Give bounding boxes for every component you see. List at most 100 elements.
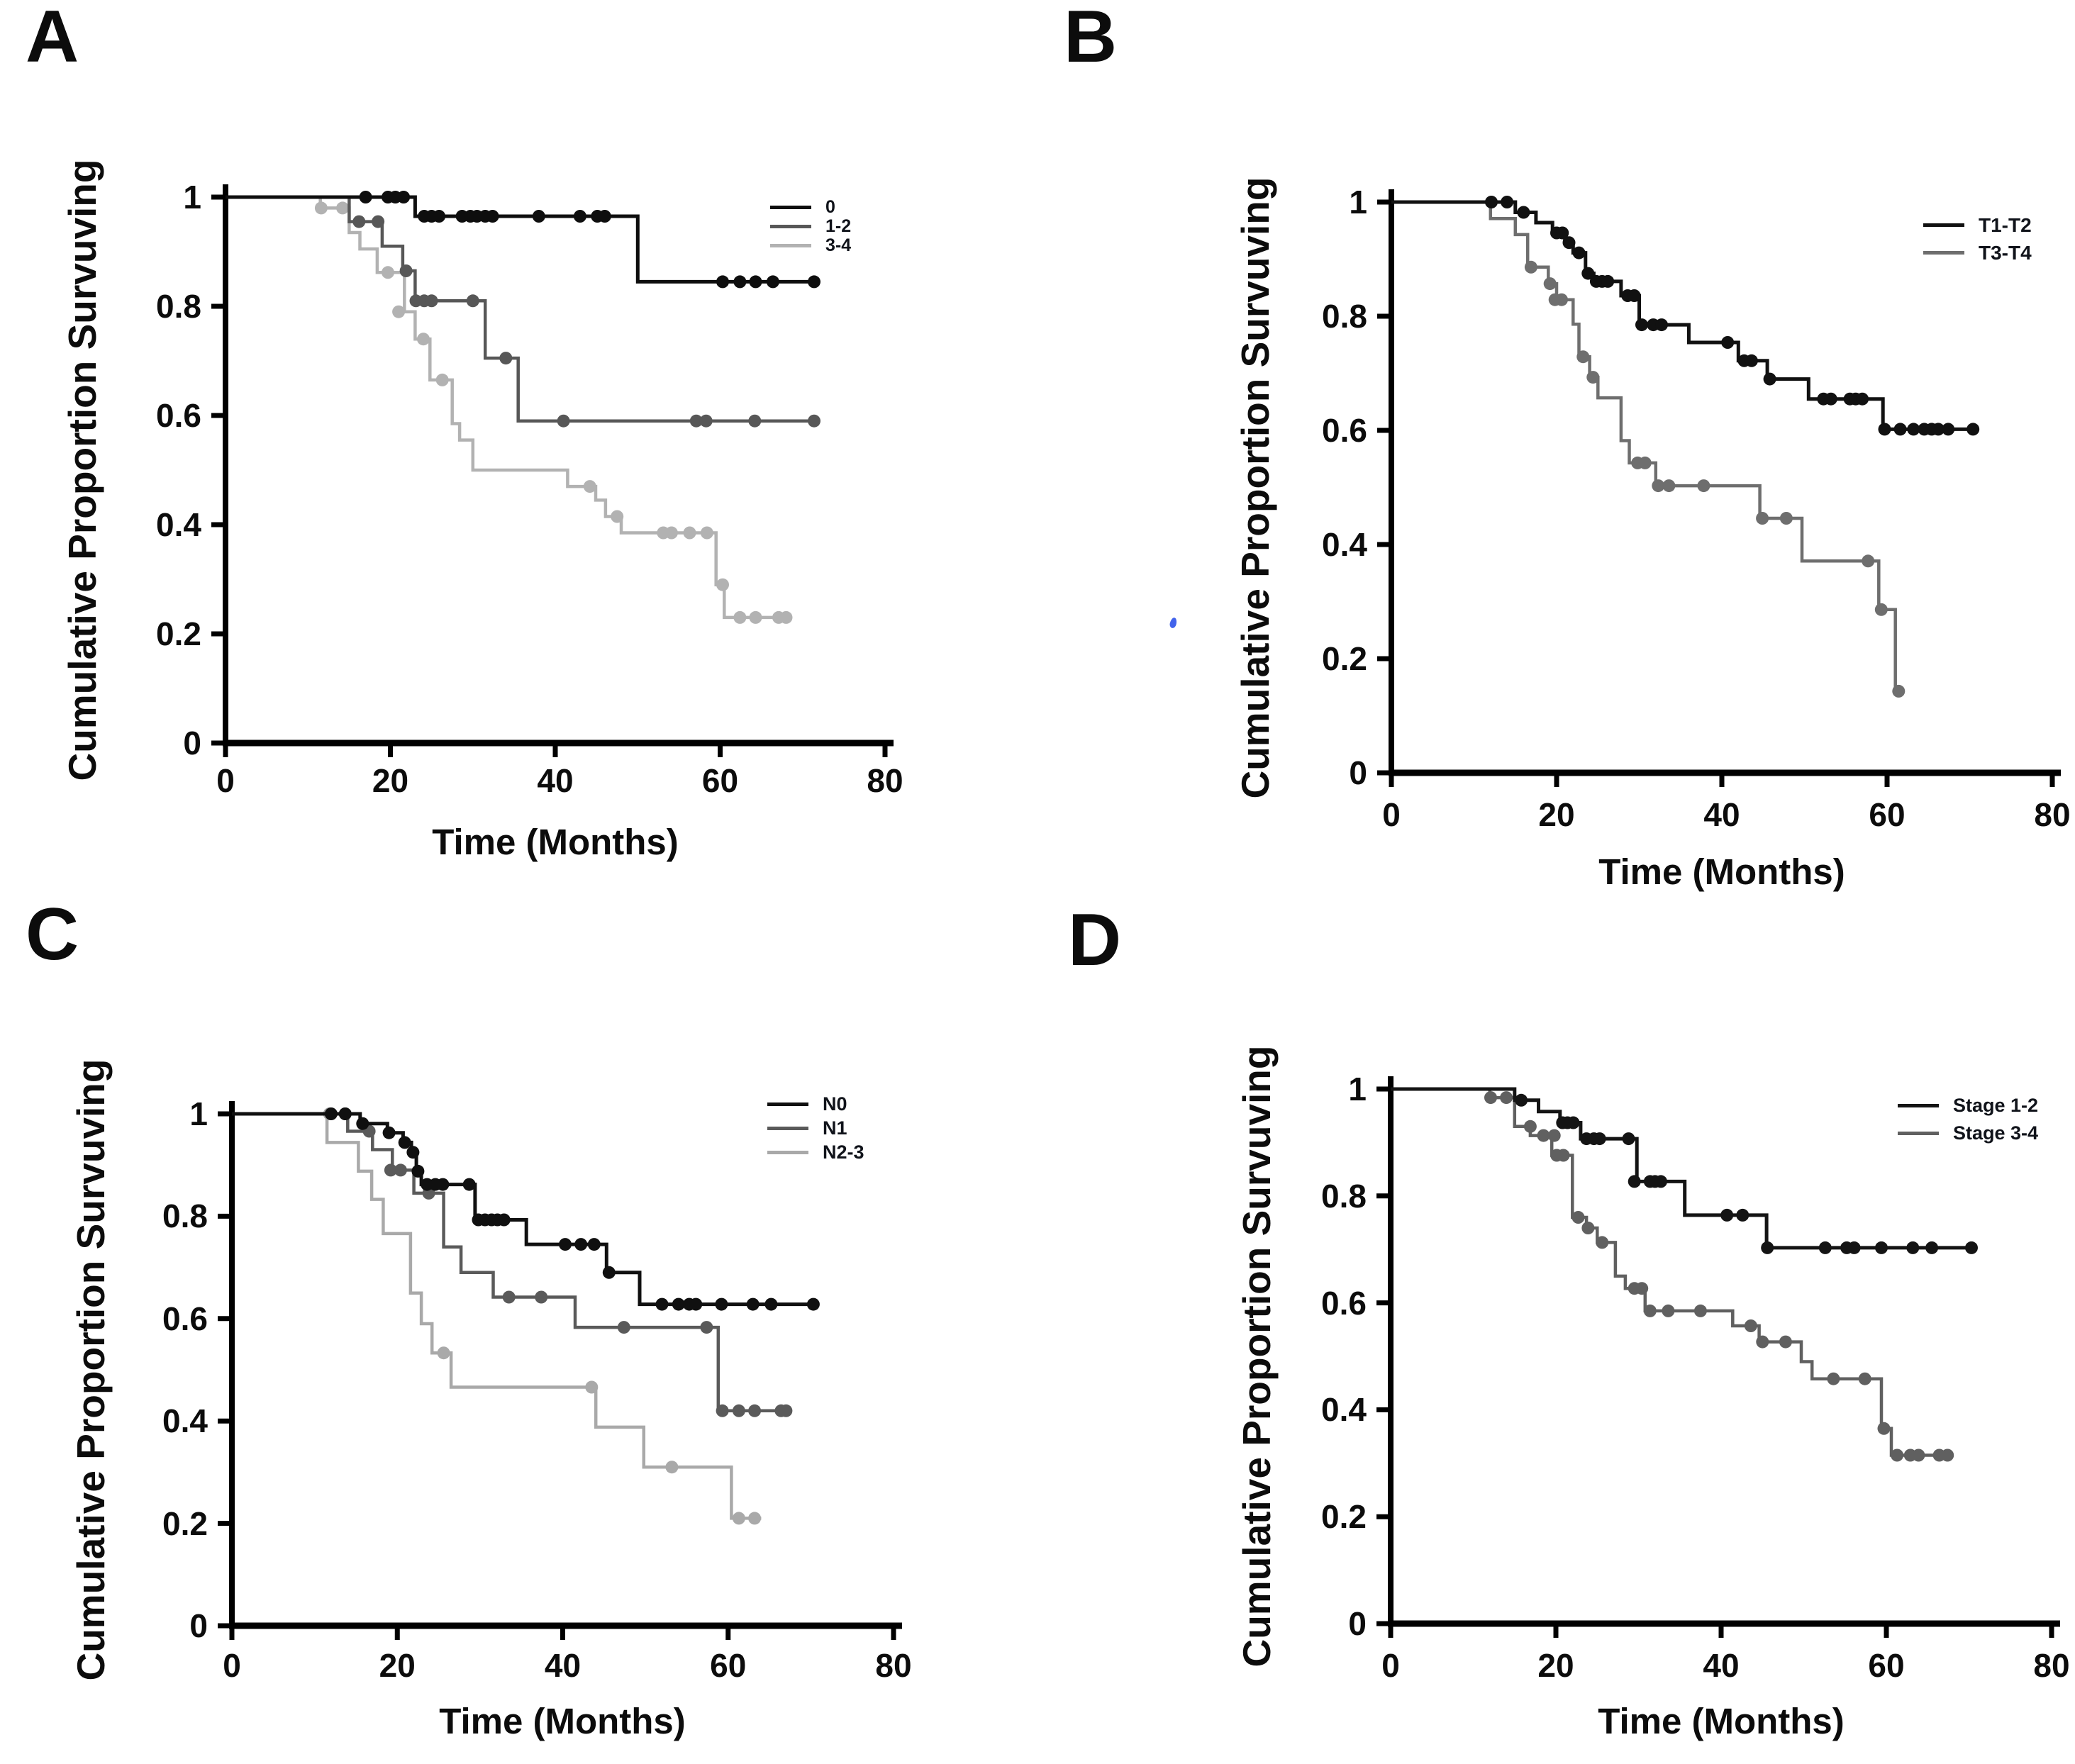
censor-mark — [1643, 1304, 1657, 1317]
censor-mark — [1484, 1091, 1497, 1105]
censor-mark — [466, 294, 479, 308]
legend-label: N0 — [823, 1093, 847, 1115]
censor-mark — [382, 1126, 396, 1139]
censor-mark — [1576, 350, 1590, 364]
censor-mark — [1652, 479, 1665, 493]
panel-letter-c: C — [26, 893, 79, 976]
censor-mark — [748, 1512, 762, 1525]
censor-mark — [356, 1117, 369, 1130]
censor-mark — [716, 275, 729, 289]
censor-mark — [1662, 1304, 1675, 1317]
censor-mark — [384, 1163, 397, 1177]
censor-mark — [559, 1238, 572, 1251]
censor-mark — [733, 275, 747, 289]
censor-mark — [1925, 1241, 1939, 1254]
censor-mark — [1697, 479, 1710, 493]
legend-label: T3-T4 — [1979, 241, 2032, 264]
censor-mark — [1562, 236, 1576, 250]
censor-mark — [1572, 246, 1586, 259]
censor-mark — [352, 215, 366, 228]
censor-mark — [808, 275, 820, 289]
censor-mark — [1779, 1335, 1792, 1349]
x-tick-label: 0 — [1382, 796, 1401, 833]
x-tick-label: 80 — [2034, 796, 2071, 833]
censor-mark — [462, 1178, 476, 1191]
survival-curve-N2-3 — [232, 1112, 762, 1520]
censor-mark — [1693, 1304, 1707, 1317]
censor-mark — [716, 1404, 729, 1417]
y-tick-label: 0.2 — [162, 1505, 208, 1542]
censor-mark — [1515, 1093, 1528, 1107]
censor-mark — [1571, 1211, 1585, 1224]
legend-line-swatch — [1923, 251, 1964, 255]
censor-mark — [1878, 423, 1891, 436]
censor-mark — [392, 305, 406, 318]
censor-mark — [1567, 1116, 1580, 1129]
censor-mark — [1721, 336, 1735, 349]
censor-mark — [715, 1297, 728, 1311]
x-tick-label: 40 — [537, 762, 574, 799]
censor-mark — [1638, 456, 1652, 469]
censor-mark — [1745, 354, 1758, 367]
censor-mark — [1763, 372, 1776, 386]
legend-b: T1-T2 T3-T4 — [1923, 211, 2032, 267]
y-axis-title-b: Cumulative Proportion Survuving — [1233, 177, 1277, 799]
censor-mark — [766, 275, 779, 289]
censor-mark — [732, 1512, 745, 1525]
censor-mark — [1877, 1422, 1891, 1435]
censor-mark — [398, 1136, 411, 1149]
legend-label: T1-T2 — [1979, 213, 2032, 236]
x-axis-title-c: Time (Months) — [439, 1701, 686, 1741]
censor-mark — [1622, 1132, 1635, 1146]
legend-label: N1 — [823, 1117, 847, 1139]
censor-mark — [764, 1297, 778, 1311]
censor-mark — [602, 1266, 616, 1279]
legend-item-T3-T4: T3-T4 — [1923, 239, 2032, 267]
censor-mark — [394, 1163, 407, 1177]
legend-label: 1-2 — [825, 216, 852, 236]
legend-item-Stage 3-4: Stage 3-4 — [1898, 1120, 2038, 1147]
panel-letter-d: D — [1068, 899, 1122, 981]
x-tick-label: 20 — [379, 1647, 416, 1684]
y-tick-label: 0.2 — [156, 615, 201, 652]
y-tick-label: 0.6 — [162, 1300, 208, 1337]
y-tick-label: 0.8 — [1322, 298, 1367, 335]
x-tick-label: 0 — [223, 1647, 241, 1684]
censor-mark — [1906, 1241, 1920, 1254]
censor-mark — [399, 264, 413, 277]
censor-mark — [1628, 1175, 1641, 1188]
survival-curve-T1-T2 — [1391, 200, 1979, 431]
y-tick-label: 1 — [1349, 184, 1367, 220]
censor-mark — [1756, 512, 1769, 525]
x-tick-label: 60 — [1869, 796, 1906, 833]
y-tick-label: 0.8 — [1321, 1177, 1367, 1215]
censor-mark — [1941, 1448, 1954, 1462]
survival-curve-N1 — [232, 1112, 788, 1413]
censor-mark — [1847, 1241, 1861, 1254]
y-axis-title-d: Cumulative Proportion Survuving — [1235, 1045, 1279, 1668]
legend-line-swatch — [770, 225, 811, 228]
survival-curve-0 — [226, 195, 816, 284]
censor-mark — [1756, 1335, 1769, 1349]
censor-mark — [397, 191, 411, 203]
censor-mark — [700, 1321, 713, 1334]
y-tick-label: 0 — [189, 1607, 208, 1644]
censor-mark — [699, 414, 713, 428]
legend-c: N0 N1 N2-3 — [767, 1092, 864, 1164]
survival-curve-T3-T4 — [1391, 200, 1901, 693]
censor-mark — [1586, 371, 1600, 384]
legend-item-3-4: 3-4 — [770, 235, 851, 255]
y-tick-label: 0.4 — [156, 506, 201, 543]
censor-mark — [1875, 1241, 1888, 1254]
y-tick-label: 0.4 — [1322, 526, 1367, 563]
censor-mark — [314, 201, 328, 215]
y-tick-label: 1 — [189, 1095, 208, 1132]
legend-item-N0: N0 — [767, 1092, 864, 1116]
x-tick-label: 60 — [1868, 1647, 1905, 1684]
survival-curve-1-2 — [226, 195, 814, 423]
censor-mark — [1856, 392, 1869, 406]
censor-mark — [611, 510, 624, 523]
x-axis-title-a: Time (Months) — [432, 822, 679, 862]
censor-mark — [433, 210, 446, 223]
